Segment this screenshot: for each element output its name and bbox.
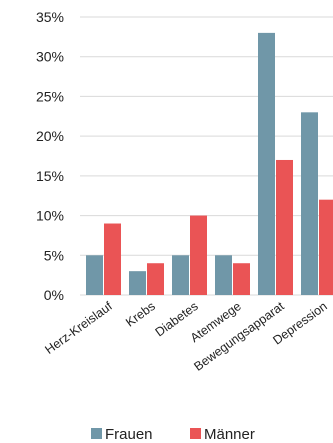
bar-männer-4 <box>276 159 293 295</box>
y-tick-label: 15% <box>36 168 64 184</box>
y-tick-label: 5% <box>44 247 64 263</box>
bar-frauen-0 <box>86 255 103 295</box>
bar-männer-3 <box>233 263 250 295</box>
bar-männer-1 <box>147 263 164 295</box>
bar-frauen-4 <box>258 32 275 296</box>
bar-frauen-5 <box>301 112 318 295</box>
y-tick-label: 0% <box>44 287 64 303</box>
bars-layer <box>86 32 333 296</box>
y-tick-label: 20% <box>36 128 64 144</box>
y-tick-label: 25% <box>36 88 64 104</box>
legend-swatch-männer <box>190 428 201 439</box>
bar-männer-5 <box>319 199 333 295</box>
bar-männer-0 <box>104 223 121 295</box>
y-tick-label: 10% <box>36 208 64 224</box>
legend-label: Frauen <box>105 426 153 443</box>
x-category-label: Krebs <box>123 299 158 330</box>
bar-frauen-3 <box>215 255 232 295</box>
legend-swatch-frauen <box>91 428 102 439</box>
bar-frauen-1 <box>129 271 146 295</box>
x-category-label: Herz-Kreislauf <box>42 299 115 357</box>
y-tick-label: 30% <box>36 49 64 65</box>
legend-label: Männer <box>204 426 255 443</box>
bar-männer-2 <box>190 215 207 295</box>
y-axis-ticks: 0% 5% 10% 15% 20% 25% 30% 35% <box>36 9 64 303</box>
x-axis-labels: Herz-Kreislauf KrebsDiabetesAtemwegeBeweg… <box>42 299 329 374</box>
legend: Frauen Männer <box>91 426 255 443</box>
bar-frauen-2 <box>172 255 189 295</box>
y-tick-label: 35% <box>36 9 64 25</box>
